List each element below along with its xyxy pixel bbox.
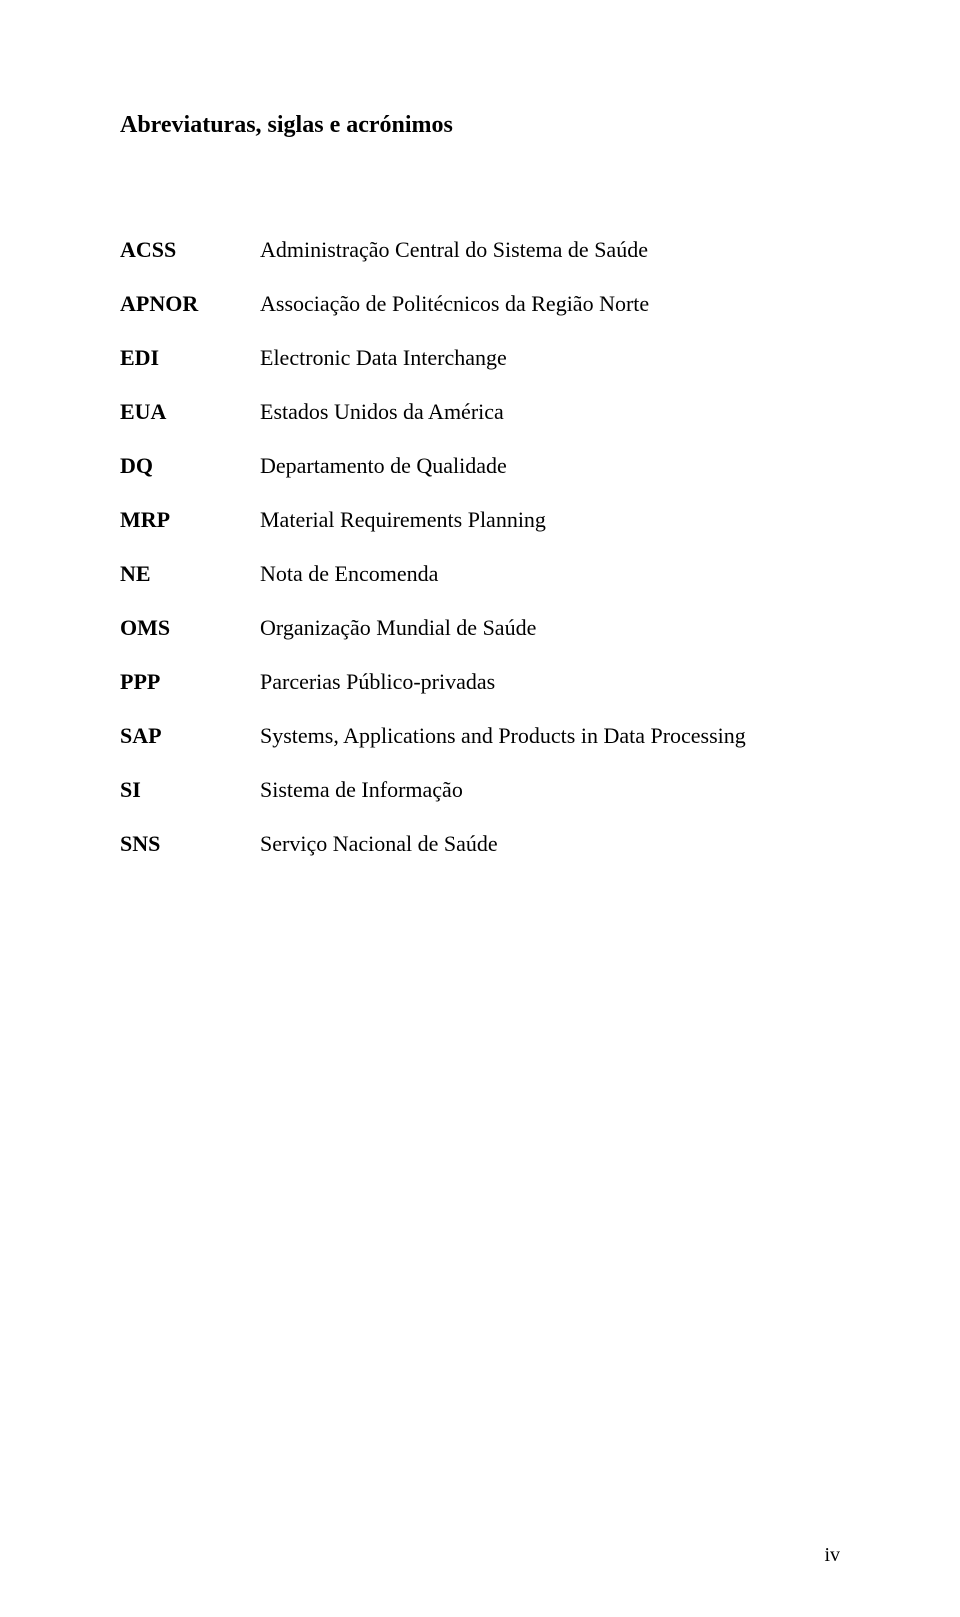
abbreviation-definition: Departamento de Qualidade [260, 453, 746, 479]
abbreviation-definition: Electronic Data Interchange [260, 345, 746, 371]
abbreviation-definition: Sistema de Informação [260, 777, 746, 803]
abbreviation-definition: Systems, Applications and Products in Da… [260, 723, 746, 749]
page-container: Abreviaturas, siglas e acrónimos ACSSAdm… [0, 0, 960, 945]
abbreviations-list: ACSSAdministração Central do Sistema de … [120, 209, 746, 885]
abbreviation-entry: OMSOrganização Mundial de Saúde [120, 615, 746, 641]
abbreviation-entry: DQDepartamento de Qualidade [120, 453, 746, 479]
abbreviation-term: SAP [120, 723, 260, 749]
abbreviation-term: SI [120, 777, 260, 803]
abbreviation-term: SNS [120, 831, 260, 857]
abbreviation-definition: Associação de Politécnicos da Região Nor… [260, 291, 746, 317]
abbreviation-term: EUA [120, 399, 260, 425]
abbreviation-term: DQ [120, 453, 260, 479]
abbreviation-term: MRP [120, 507, 260, 533]
abbreviation-entry: SNSServiço Nacional de Saúde [120, 831, 746, 857]
abbreviation-entry: MRPMaterial Requirements Planning [120, 507, 746, 533]
abbreviation-definition: Material Requirements Planning [260, 507, 746, 533]
page-number: iv [824, 1544, 840, 1567]
abbreviation-entry: APNORAssociação de Politécnicos da Regiã… [120, 291, 746, 317]
abbreviation-entry: SISistema de Informação [120, 777, 746, 803]
abbreviation-entry: PPPParcerias Público-privadas [120, 669, 746, 695]
abbreviation-entry: SAPSystems, Applications and Products in… [120, 723, 746, 749]
abbreviation-term: APNOR [120, 291, 260, 317]
abbreviation-term: OMS [120, 615, 260, 641]
abbreviation-definition: Parcerias Público-privadas [260, 669, 746, 695]
abbreviation-entry: NENota de Encomenda [120, 561, 746, 587]
abbreviation-definition: Serviço Nacional de Saúde [260, 831, 746, 857]
abbreviation-term: ACSS [120, 237, 260, 263]
abbreviation-definition: Organização Mundial de Saúde [260, 615, 746, 641]
abbreviation-term: NE [120, 561, 260, 587]
abbreviation-entry: ACSSAdministração Central do Sistema de … [120, 237, 746, 263]
abbreviation-definition: Estados Unidos da América [260, 399, 746, 425]
abbreviation-term: PPP [120, 669, 260, 695]
abbreviation-term: EDI [120, 345, 260, 371]
abbreviation-entry: EUAEstados Unidos da América [120, 399, 746, 425]
abbreviation-entry: EDIElectronic Data Interchange [120, 345, 746, 371]
page-title: Abreviaturas, siglas e acrónimos [120, 112, 840, 139]
abbreviation-definition: Nota de Encomenda [260, 561, 746, 587]
abbreviation-definition: Administração Central do Sistema de Saúd… [260, 237, 746, 263]
